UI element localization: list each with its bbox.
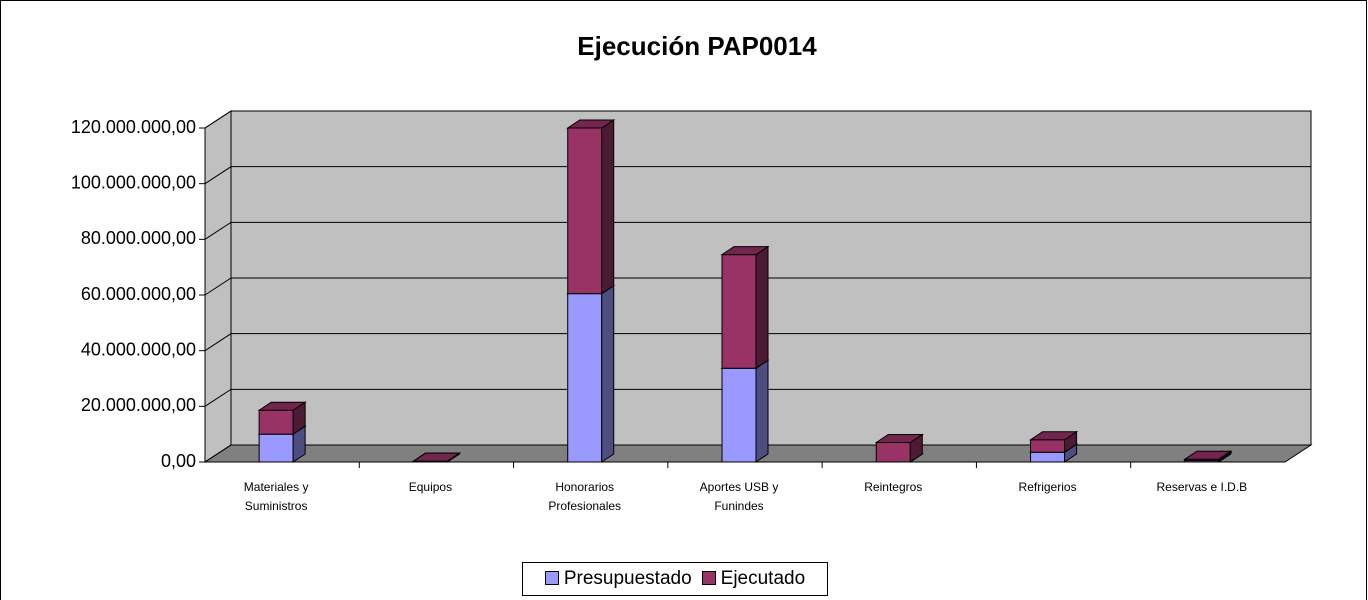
x-tick-label: Honorarios Profesionales [548,480,622,513]
legend-label: Presupuestado [563,568,692,589]
y-tick-label: 80.000.000,00 [81,228,196,248]
grid-line [204,221,1311,240]
grid-line [204,166,1311,185]
bar-side [601,284,615,463]
bar [875,442,911,463]
y-tick-label: 60.000.000,00 [81,284,196,304]
bar-top [1183,450,1233,460]
bar [721,367,757,463]
y-tick-label: 20.000.000,00 [81,395,196,415]
bar-side [755,245,769,370]
chart-title: Ejecución PAP0014 [577,31,817,61]
bar-top [720,246,770,256]
legend-item: Ejecutado [701,568,806,590]
x-tick-label: Refrigerios [1018,480,1077,494]
bar-top [1028,431,1079,441]
bar [721,254,757,369]
x-tick-label: Reservas e I.D.B [1156,480,1248,494]
bar-top [874,434,924,444]
y-tick-label: 0,00 [161,451,196,471]
bar [567,293,603,463]
legend: Presupuestado Ejecutado [522,562,828,596]
bar-top [411,452,462,462]
bar-side [755,359,769,463]
legend-swatch [701,571,716,585]
bar [567,127,603,295]
legend-label: Ejecutado [720,568,806,589]
bar [258,409,294,435]
grid-line [204,444,1311,463]
legend-item: Presupuestado [544,568,692,590]
bar [258,433,294,463]
legend-swatch [544,571,559,585]
y-tick-label: 120.000.000,00 [71,117,196,137]
grid-line [204,277,1311,296]
bar-top [566,119,616,129]
bar-side [601,119,615,295]
y-tick-label: 40.000.000,00 [81,339,196,359]
x-tick-label: Aportes USB y Funindes [699,480,779,513]
bar [1030,439,1066,453]
x-tick-label: Materiales y Suministros [243,480,309,513]
bar-top [257,401,307,411]
x-tick-label: Reintegros [864,480,923,494]
grid-line [204,388,1311,407]
grid-line [204,333,1311,352]
bar [1030,451,1066,463]
x-tick-label: Equipos [408,480,453,494]
grid-line [204,110,1311,129]
y-tick-label: 100.000.000,00 [71,172,196,192]
